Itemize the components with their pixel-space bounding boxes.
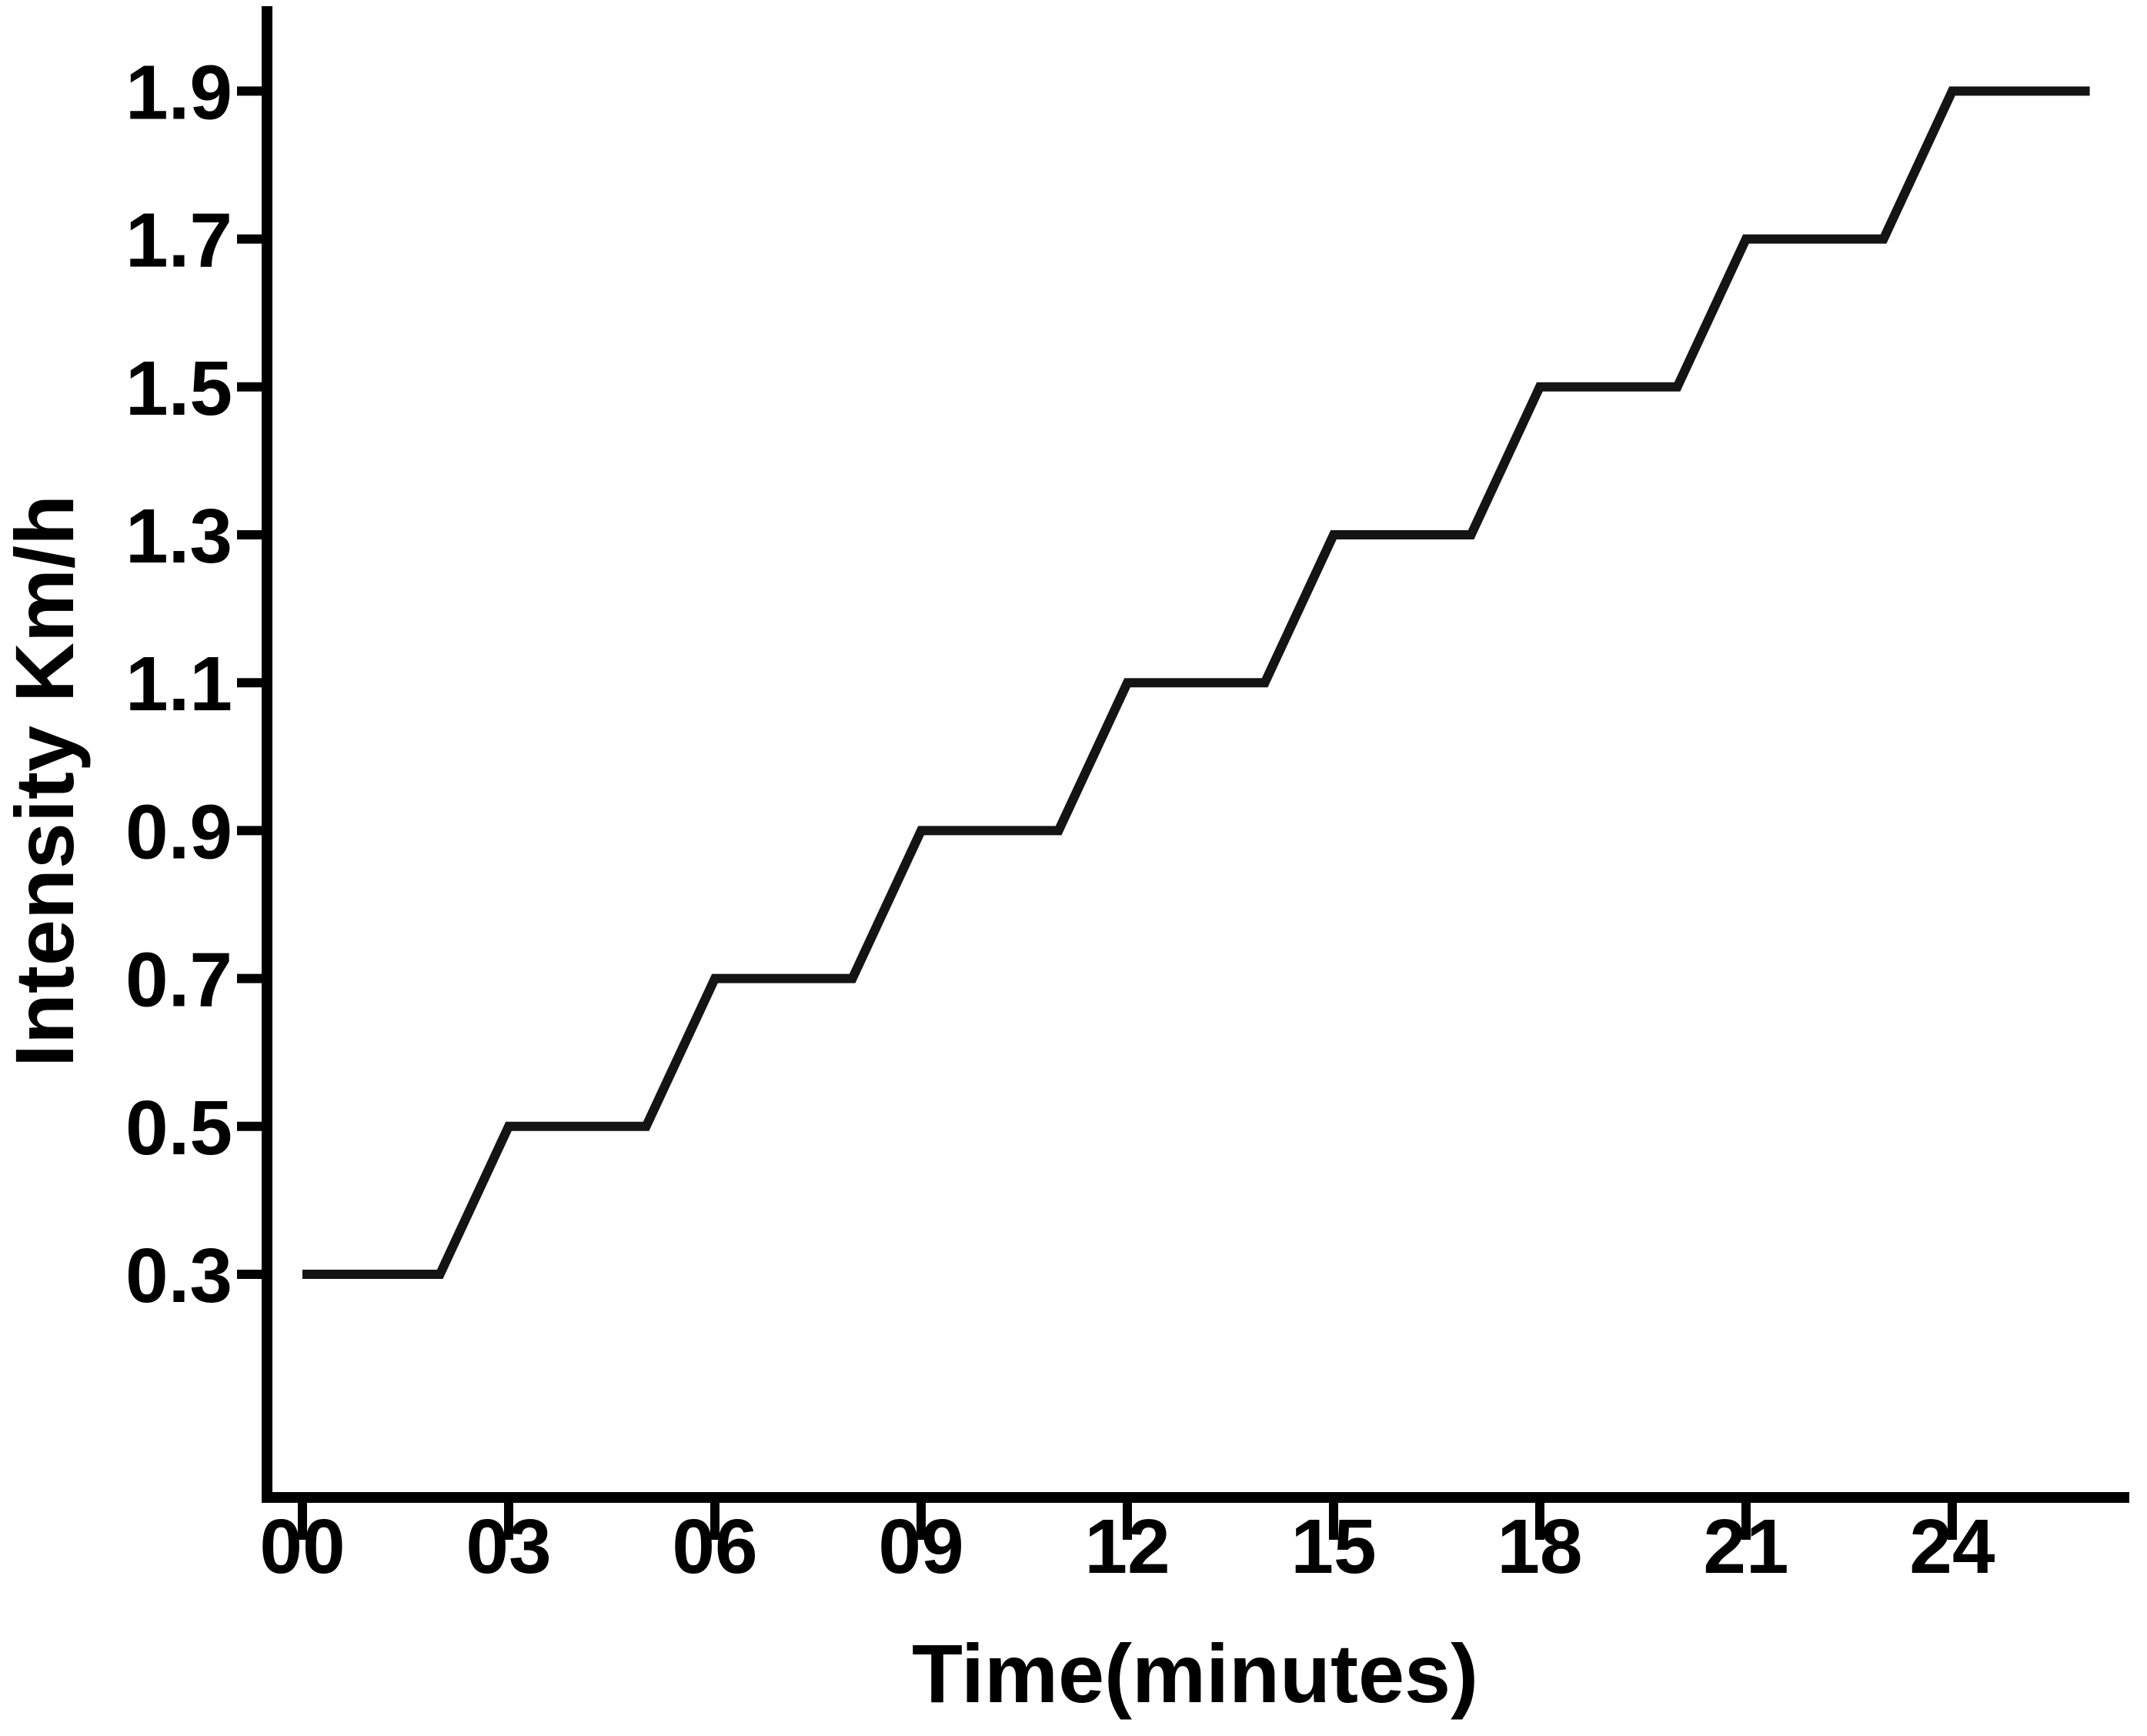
tick-marks [237, 86, 1957, 1540]
y-tick-label: 1.7 [125, 198, 232, 284]
y-tick-label: 1.3 [125, 493, 232, 579]
y-axis-title: Intensity Km/h [0, 495, 91, 1067]
y-tick-label: 0.3 [125, 1233, 232, 1319]
x-tick-label: 18 [1497, 1504, 1582, 1590]
axes [262, 6, 2129, 1503]
y-tick-label: 0.5 [125, 1085, 232, 1171]
x-tick-label: 03 [466, 1504, 551, 1590]
x-tick-label: 06 [672, 1504, 757, 1590]
y-tick-label: 0.9 [125, 789, 232, 875]
x-tick-label: 09 [878, 1504, 963, 1590]
x-tick-label: 00 [259, 1504, 345, 1590]
x-axis-title: Time(minutes) [912, 1627, 1478, 1720]
y-tick-label: 0.7 [125, 937, 232, 1023]
intensity-step-line [302, 86, 2090, 1279]
x-tick-label: 12 [1084, 1504, 1170, 1590]
y-tick-label: 1.5 [125, 346, 232, 432]
x-tick-label: 15 [1291, 1504, 1376, 1590]
data-series [302, 86, 2090, 1279]
x-tick-label: 21 [1703, 1504, 1788, 1590]
tick-labels: 0.3 0.5 0.7 0.9 1.1 1.3 1.5 1.7 1.9 00 03 06 09 12 15 1… [125, 49, 1995, 1590]
y-tick-label: 1.1 [125, 641, 232, 727]
y-tick-label: 1.9 [125, 49, 232, 135]
x-tick-label: 24 [1909, 1504, 1995, 1590]
